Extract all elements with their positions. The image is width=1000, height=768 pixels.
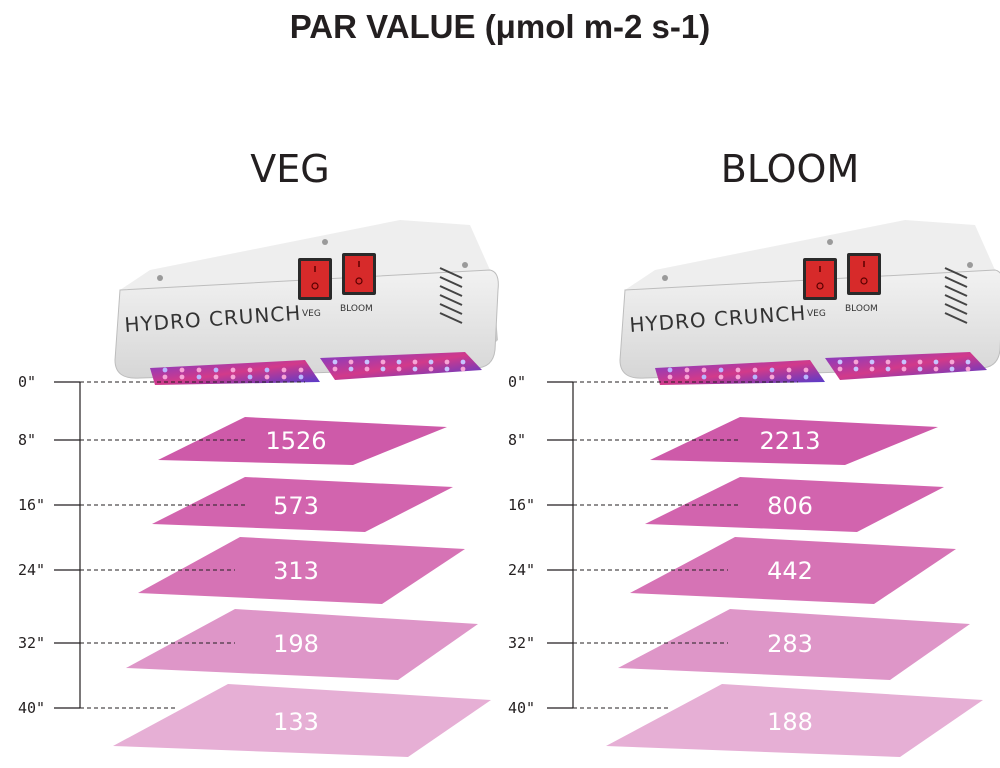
panel-label: VEG	[250, 147, 329, 191]
depth-tick-label: 40"	[508, 699, 535, 717]
screw-icon	[967, 262, 973, 268]
par-plane	[650, 417, 938, 465]
led-array	[150, 360, 320, 385]
par-value: 198	[273, 630, 319, 658]
depth-tick-label: 16"	[508, 496, 535, 514]
par-value: 133	[273, 708, 319, 736]
par-plane	[606, 684, 983, 757]
par-value: 283	[767, 630, 813, 658]
switch-label: VEG	[807, 309, 826, 319]
panel-label: BLOOM	[721, 147, 860, 191]
veg-switch[interactable]: VEG	[298, 258, 332, 319]
led-array	[825, 352, 987, 380]
par-plane	[158, 417, 447, 465]
par-value: 1526	[265, 427, 326, 455]
screw-icon	[662, 275, 668, 281]
depth-tick-label: 16"	[18, 496, 45, 514]
vent-grille-icon	[944, 267, 968, 324]
par-plane	[618, 609, 970, 680]
par-value: 442	[767, 557, 813, 585]
depth-axis: 0" 8" 16" 24" 32" 40"	[18, 373, 305, 717]
par-plane	[138, 537, 465, 604]
par-plane	[152, 477, 453, 532]
grow-light-fixture: HYDRO CRUNCH VEG BLOOM	[114, 220, 499, 385]
depth-axis: 0" 8" 16" 24" 32" 40"	[508, 373, 798, 717]
depth-tick-label: 0"	[18, 373, 36, 391]
led-array	[655, 360, 825, 385]
depth-tick-label: 24"	[18, 561, 45, 579]
screw-icon	[157, 275, 163, 281]
bloom-switch[interactable]: BLOOM	[845, 253, 881, 314]
page-title: PAR VALUE (μmol m-2 s-1)	[289, 8, 711, 45]
par-plane	[126, 609, 478, 680]
par-plane	[630, 537, 956, 604]
switch-label: BLOOM	[845, 304, 878, 314]
par-plane	[645, 477, 944, 532]
screw-icon	[462, 262, 468, 268]
depth-tick-label: 32"	[18, 634, 45, 652]
depth-tick-label: 24"	[508, 561, 535, 579]
par-value: 2213	[759, 427, 820, 455]
screw-icon	[322, 239, 328, 245]
depth-tick-label: 0"	[508, 373, 526, 391]
depth-tick-label: 40"	[18, 699, 45, 717]
grow-light-fixture: HYDRO CRUNCH VEG BLOOM	[619, 220, 1000, 385]
vent-grille-icon	[439, 267, 463, 324]
switch-label: VEG	[302, 309, 321, 319]
depth-tick-label: 32"	[508, 634, 535, 652]
screw-icon	[827, 239, 833, 245]
par-value: 573	[273, 492, 319, 520]
depth-tick-label: 8"	[18, 431, 36, 449]
par-value: 188	[767, 708, 813, 736]
bloom-switch[interactable]: BLOOM	[340, 253, 376, 314]
par-plane	[113, 684, 491, 757]
depth-tick-label: 8"	[508, 431, 526, 449]
par-value: 313	[273, 557, 319, 585]
switch-label: BLOOM	[340, 304, 373, 314]
par-value: 806	[767, 492, 813, 520]
led-array	[320, 352, 482, 380]
veg-switch[interactable]: VEG	[803, 258, 837, 319]
